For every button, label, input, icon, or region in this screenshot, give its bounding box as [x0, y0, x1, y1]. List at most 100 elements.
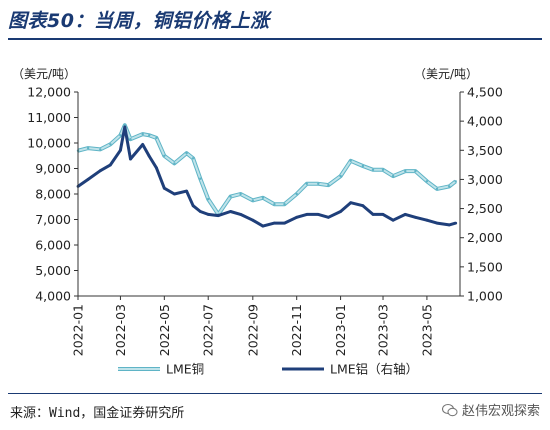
legend-label-copper: LME铜 [166, 362, 204, 377]
aluminum-data-point [327, 215, 330, 219]
aluminum-data-point [129, 157, 132, 161]
watermark: 赵伟宏观探索 [441, 400, 540, 419]
copper-data-point [109, 143, 112, 146]
aluminum-data-point [261, 224, 265, 228]
copper-data-point [425, 180, 429, 183]
copper-data-point [327, 183, 330, 187]
aluminum-data-point [316, 213, 320, 216]
copper-data-point [119, 134, 122, 137]
copper-data-point [155, 136, 158, 140]
right-tick-label: 1,500 [467, 259, 503, 274]
aluminum-data-point [229, 210, 232, 213]
x-tick-label: 2022-01 [71, 304, 86, 356]
copper-data-point [391, 174, 395, 178]
left-tick-label: 7,000 [35, 212, 71, 227]
copper-data-point [381, 168, 385, 171]
axis-layer: 4,000 5,000 6,000 7,000 8,000 9,000 10,000 11,0… [27, 85, 503, 357]
right-tick-label: 4,000 [467, 114, 503, 129]
source-note: 来源：Wind，国金证券研究所 [10, 406, 185, 421]
aluminum-data-point [155, 166, 158, 170]
copper-data-point [339, 174, 342, 178]
series-layer [76, 123, 458, 228]
x-tick-label: 2022-03 [113, 304, 128, 356]
left-tick-label: 9,000 [35, 161, 71, 176]
copper-data-point [361, 164, 365, 168]
right-tick-label: 2,500 [467, 201, 503, 216]
title-divider [8, 38, 542, 40]
aluminum-data-point [251, 218, 255, 222]
aluminum-data-point [216, 214, 220, 218]
x-tick-label: 2023-03 [376, 304, 391, 356]
aluminum-data-point [141, 143, 145, 146]
copper-data-point [129, 138, 132, 141]
left-tick-label: 10,000 [27, 136, 71, 151]
aluminum-data-point [349, 201, 353, 205]
chart-title: 图表50：当周，铜铝价格上涨 [8, 10, 270, 32]
copper-data-point [261, 196, 265, 199]
copper-data-point [305, 182, 308, 185]
aluminum-data-point [86, 178, 90, 181]
aluminum-data-point [239, 213, 243, 216]
legend: LME铜 LME铝（右轴） [118, 362, 418, 377]
x-tick-label: 2022-05 [157, 304, 172, 356]
copper-data-point [454, 180, 457, 183]
left-tick-label: 6,000 [35, 238, 71, 253]
aluminum-data-point [403, 213, 407, 216]
aluminum-data-point [305, 213, 309, 216]
footer-divider [8, 393, 542, 394]
copper-data-point [199, 177, 202, 180]
copper-data-point [148, 134, 151, 137]
aluminum-data-point [361, 204, 365, 208]
copper-data-point [191, 157, 195, 160]
aluminum-data-point [119, 148, 122, 152]
x-tick-label: 2022-09 [245, 304, 260, 356]
copper-data-point [239, 192, 242, 196]
right-tick-label: 4,500 [467, 85, 503, 100]
right-tick-label: 3,000 [467, 172, 503, 187]
watermark-text: 赵伟宏观探索 [461, 404, 540, 419]
line-chart: 4,000 5,000 6,000 7,000 8,000 9,000 10,000 11,0… [12, 67, 503, 377]
left-tick-label: 8,000 [35, 187, 71, 202]
x-tick-label: 2023-05 [419, 304, 434, 356]
legend-label-aluminum: LME铝（右轴） [330, 362, 418, 377]
left-tick-label: 4,000 [35, 289, 71, 304]
left-axis-unit: （美元/吨） [12, 67, 76, 81]
aluminum-data-point [109, 163, 112, 167]
aluminum-data-point [339, 210, 342, 213]
aluminum-data-point [371, 213, 375, 216]
copper-data-point [283, 203, 286, 206]
copper-data-point [349, 159, 352, 162]
aluminum-series-line [77, 125, 457, 228]
copper-data-point [404, 169, 407, 173]
copper-data-point [251, 199, 254, 202]
x-tick-label: 2023-01 [333, 304, 348, 356]
aluminum-data-point [414, 215, 417, 219]
copper-data-point [173, 162, 176, 165]
x-tick-label: 2022-11 [289, 304, 304, 356]
right-tick-label: 3,500 [467, 143, 503, 158]
copper-data-point [317, 182, 320, 185]
wechat-icon [441, 403, 458, 416]
copper-data-point [207, 197, 210, 201]
aluminum-data-point [185, 189, 189, 193]
copper-data-point [414, 169, 417, 173]
copper-data-point [99, 148, 102, 151]
left-tick-label: 5,000 [35, 263, 71, 278]
copper-data-point [229, 195, 232, 198]
aluminum-data-point [162, 186, 166, 190]
copper-data-point [448, 185, 451, 188]
aluminum-data-point [381, 213, 385, 216]
right-axis-unit: （美元/吨） [414, 67, 478, 81]
copper-data-point [295, 192, 298, 196]
aluminum-data-point [173, 192, 176, 196]
aluminum-data-point [147, 154, 151, 158]
aluminum-data-point [425, 218, 429, 222]
aluminum-data-point [123, 125, 127, 129]
copper-data-point [185, 152, 188, 155]
aluminum-data-point [206, 213, 210, 216]
copper-data-point [163, 154, 166, 157]
right-tick-label: 2,000 [467, 230, 503, 245]
copper-data-point [141, 132, 144, 136]
aluminum-data-point [191, 204, 195, 208]
aluminum-data-point [454, 221, 458, 225]
